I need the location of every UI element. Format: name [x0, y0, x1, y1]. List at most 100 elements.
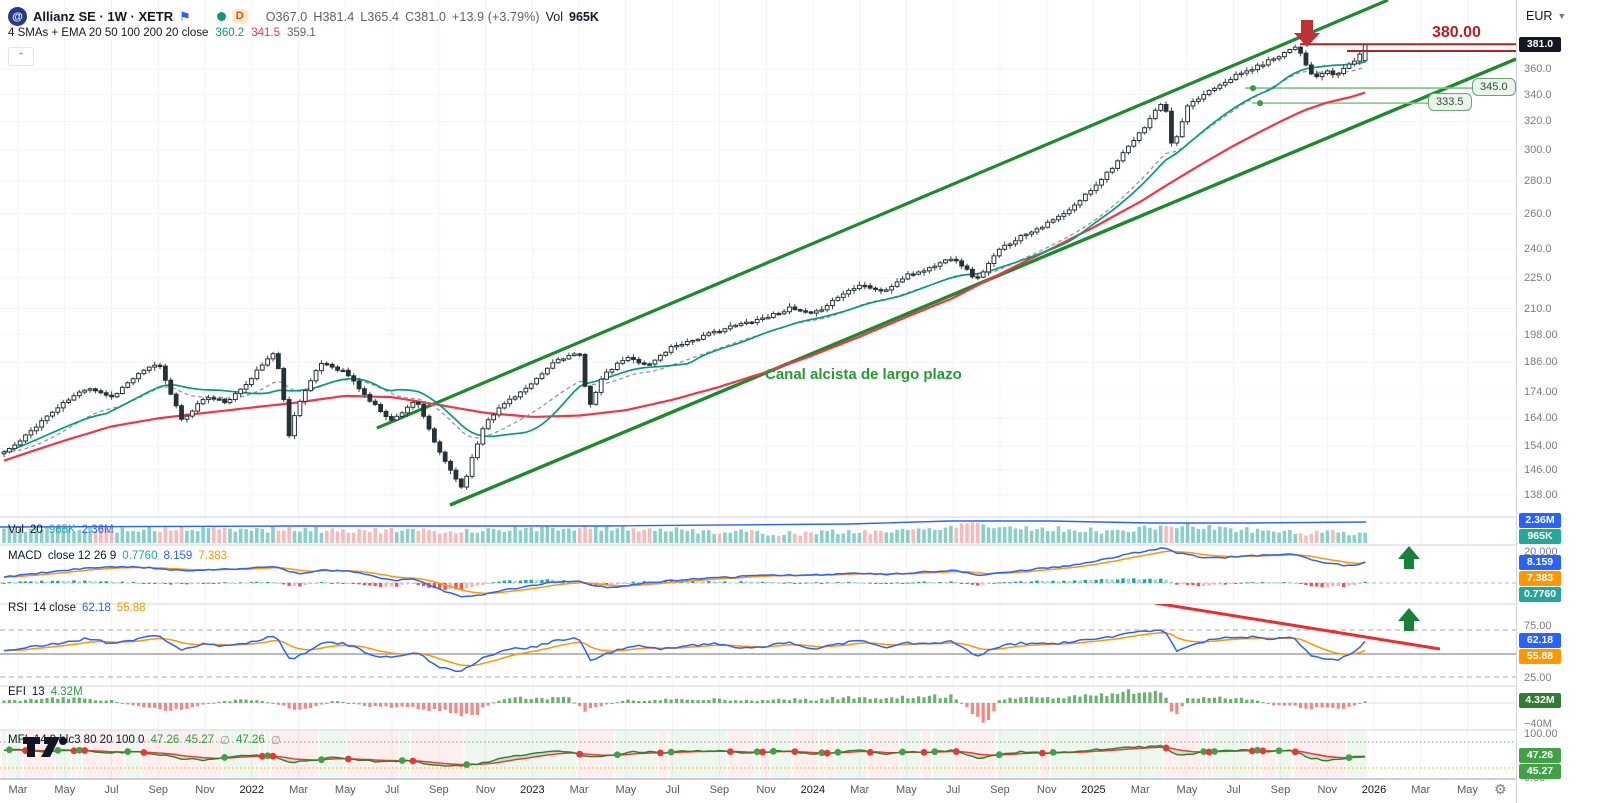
current-price-badge: 381.0: [1519, 37, 1561, 52]
macd-line-badge: 8.159: [1519, 555, 1561, 570]
support-label-333[interactable]: 333.5: [1428, 93, 1472, 111]
volume-title: Vol: [8, 524, 24, 536]
axis-time-label: Sep: [429, 784, 449, 796]
flag-icon[interactable]: ⚑: [179, 8, 191, 24]
axis-time-label: Mar: [1411, 784, 1431, 796]
rsi-ma-badge: 55.88: [1519, 649, 1561, 664]
volume-pane-label[interactable]: Vol 20 965K 2.36M: [8, 524, 114, 536]
volume-value-2: 2.36M: [81, 524, 114, 536]
ema-value: 359.1: [286, 27, 316, 39]
symbol-title[interactable]: Allianz SE · 1W · XETR: [33, 9, 174, 24]
axis-price-label: 174.00: [1524, 386, 1558, 398]
axis-time-label: May: [334, 784, 356, 796]
volume-value-1: 965K: [48, 524, 76, 536]
axis-time-label: Mar: [1130, 784, 1150, 796]
mfi-title: MFI: [8, 734, 28, 746]
rsi-badge: 62.18: [1519, 633, 1561, 648]
market-open-icon: [216, 12, 226, 21]
axis-price-label: 320.0: [1524, 115, 1552, 128]
chevron-down-icon: ▼: [1557, 11, 1567, 21]
rsi-title: RSI: [8, 602, 28, 614]
rsi-upper-label: 75.00: [1524, 620, 1552, 632]
mfi-top-label: 100.00: [1524, 728, 1558, 740]
axis-price-label: 154.00: [1524, 440, 1558, 453]
mfi-badge-2: 45.27: [1519, 764, 1561, 779]
efi-axis-label: −40M: [1524, 718, 1552, 730]
mfi-pane-label[interactable]: MFI 14 9 hlc3 80 20 100 0 47.26 45.27 ∅ …: [8, 733, 281, 747]
macd-signal-value: 7.383: [198, 550, 228, 562]
axis-time-label: Nov: [1036, 784, 1057, 796]
mfi-value-5: ∅: [270, 735, 281, 747]
macd-hist-value: 0.7760: [122, 550, 158, 562]
sma-red-value: 341.5: [251, 27, 280, 39]
resistance-price-label[interactable]: 380.00: [1432, 24, 1481, 41]
macd-title: MACD: [8, 550, 42, 562]
macd-signal-badge: 7.383: [1519, 571, 1561, 586]
mfi-badge-1: 47.26: [1519, 748, 1561, 763]
axis-time-label: 2025: [1081, 784, 1106, 796]
efi-value: 4.32M: [50, 686, 83, 698]
axis-time-label: 2024: [800, 784, 826, 796]
volume-header-value: 965K: [569, 9, 599, 24]
axis-price-label: 210.0: [1524, 302, 1552, 315]
axis-time-label: Jul: [946, 784, 961, 796]
axis-time-label: Sep: [148, 784, 169, 796]
efi-title: EFI: [8, 686, 26, 698]
axis-time-label: May: [1176, 784, 1198, 796]
channel-annotation[interactable]: Canal alcista de largo plazo: [765, 366, 962, 383]
axis-time-label: Nov: [756, 784, 776, 796]
ohlc-high: H381.4: [313, 9, 355, 24]
settings-gear-icon[interactable]: ⚙: [1494, 781, 1507, 797]
currency-selector[interactable]: EUR ▼: [1526, 9, 1566, 23]
efi-badge: 4.32M: [1519, 693, 1561, 708]
axis-price-label: 186.00: [1524, 356, 1558, 369]
efi-pane-label[interactable]: EFI 13 4.32M: [8, 686, 83, 698]
volume-header-label: Vol: [545, 9, 563, 24]
volume-param: 20: [30, 524, 43, 536]
rsi-pane-label[interactable]: RSI 14 close 62.18 55.88: [8, 602, 146, 614]
macd-line-value: 8.159: [163, 550, 193, 562]
macd-pane-label[interactable]: MACD close 12 26 9 0.7760 8.159 7.383: [8, 550, 227, 562]
axis-time-label: Jul: [104, 784, 119, 796]
axis-price-label: 198.00: [1524, 328, 1558, 341]
volume-ma-badge: 2.36M: [1519, 513, 1561, 528]
currency-label: EUR: [1526, 9, 1553, 23]
axis-price-label: 164.00: [1524, 412, 1558, 425]
efi-param: 13: [31, 686, 45, 698]
axis-time-label: 2022: [239, 784, 265, 796]
axis-time-label: May: [1457, 784, 1478, 796]
axis-time-label: May: [896, 784, 917, 796]
axis-time-label: 2023: [520, 784, 545, 796]
axis-time-label: Nov: [475, 784, 496, 796]
axis-time-label: Mar: [850, 784, 870, 796]
symbol-logo: @: [8, 7, 27, 26]
ohlc-low: L365.4: [360, 9, 400, 24]
sma-legend-label[interactable]: 4 SMAs + EMA 20 50 100 200 20 close: [8, 27, 209, 39]
rsi-params: 14 close: [33, 602, 77, 614]
rsi-lower-label: 25.00: [1524, 672, 1552, 684]
axis-time-label: Nov: [1317, 784, 1337, 796]
axis-price-label: 138.00: [1524, 488, 1558, 501]
support-label-345[interactable]: 345.0: [1472, 78, 1516, 96]
axis-time-label: Sep: [709, 784, 730, 796]
axis-time-label: May: [54, 784, 76, 796]
ohlc-change: +13.9 (+3.79%): [452, 9, 540, 24]
price-axis[interactable]: [1516, 0, 1600, 803]
ohlc-open: O367.0: [265, 9, 308, 24]
axis-time-label: Nov: [195, 784, 215, 796]
mfi-value-3: ∅: [220, 735, 231, 747]
collapse-legend-button[interactable]: ⌃: [8, 47, 34, 66]
axis-time-label: Mar: [569, 784, 589, 796]
axis-price-label: 360.0: [1524, 63, 1552, 76]
macd-hist-badge: 0.7760: [1519, 587, 1561, 602]
axis-price-label: 240.0: [1524, 243, 1552, 256]
data-badge[interactable]: D: [231, 9, 248, 24]
axis-time-label: May: [615, 784, 637, 796]
axis-time-label: Mar: [289, 784, 309, 796]
mfi-value-4: 47.26: [236, 734, 265, 746]
axis-time-label: Mar: [8, 784, 28, 796]
mfi-value-2: 45.27: [185, 734, 214, 746]
tradingview-logo[interactable]: [22, 735, 74, 764]
